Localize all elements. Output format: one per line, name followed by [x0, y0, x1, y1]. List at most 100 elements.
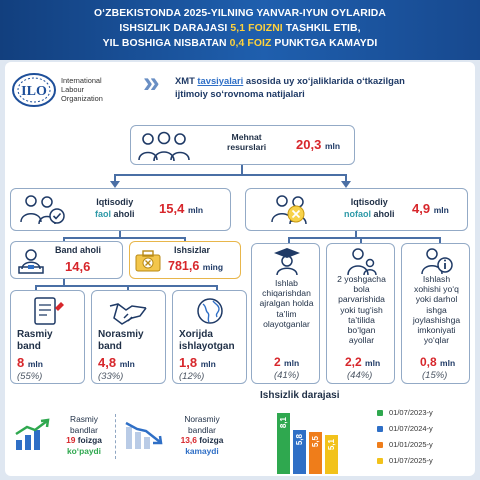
unemployed-value: 781,6 ming — [168, 259, 224, 273]
legend-swatch — [377, 458, 383, 464]
svg-text:ILO: ILO — [21, 84, 47, 99]
globe-icon — [193, 295, 227, 332]
informal-label: Norasmiy band — [98, 329, 144, 352]
intro-text: XMT tavsiyalari asosida uy xo‘jaliklarid… — [175, 75, 405, 99]
chart-bar: 8,1 — [277, 413, 290, 474]
person-info-icon — [420, 247, 454, 280]
unemployed-box: Ishsizlar 781,6 ming — [129, 241, 241, 279]
legend-label: 01/07/2025-y — [389, 456, 433, 465]
connector-line — [35, 285, 217, 287]
content-card: ILO International Labour Organization » XM… — [5, 62, 475, 476]
bar-value-label: 8,1 — [279, 417, 288, 429]
informal-employment-box: Norasmiy band 4,8 mln (33%) — [91, 290, 166, 384]
unemployment-chart: 8,1 5,8 5,5 5,1 — [277, 404, 357, 474]
formal-label: Rasmiy band — [17, 329, 53, 352]
connector-line — [288, 237, 440, 239]
people-cross-icon — [268, 192, 318, 233]
employed-label: Band aholi — [55, 245, 102, 255]
connector-line — [63, 279, 65, 285]
arrow-down-icon — [341, 181, 351, 188]
connector-line — [216, 285, 218, 290]
arrow-down-icon — [110, 181, 120, 188]
chart-legend: 01/07/2023-y 01/07/2024-y 01/01/2025-y 01/0… — [377, 402, 473, 472]
connector-line — [114, 174, 116, 182]
unwilling-value: 0,8 mln — [420, 355, 456, 369]
students-box: Ishlab chiqarishdan ajralgan holda ta’lim ol… — [251, 243, 320, 384]
formal-share: (55%) — [17, 371, 43, 382]
connector-line — [35, 285, 37, 290]
bar-value-label: 5,8 — [295, 434, 304, 446]
employed-value: 14,6 — [65, 259, 91, 274]
unwilling-box: Ishlash xohishi yo‘q yoki darhol ishga joyla… — [401, 243, 470, 384]
active-population-box: Iqtisodiy faol aholi 15,4 mln — [10, 188, 231, 231]
connector-line — [360, 237, 362, 243]
inactive-label: Iqtisodiy nofaol aholi — [344, 197, 395, 219]
employed-box: Band aholi 14,6 — [10, 241, 123, 279]
legend-swatch — [377, 442, 383, 448]
legend-item: 01/07/2025-y — [377, 456, 473, 466]
legend-swatch — [377, 410, 383, 416]
abroad-share: (12%) — [179, 371, 205, 382]
informal-value: 4,8 mln — [98, 355, 135, 370]
informal-change-text: Norasmiy bandlar 13,6 foizga kamaydi — [180, 414, 224, 456]
people-group-icon — [136, 130, 192, 167]
header-banner: O‘ZBEKISTONDA 2025-YILNING YANVAR-IYUN O… — [0, 0, 480, 60]
graduate-icon — [270, 247, 304, 280]
bar-value-label: 5,5 — [311, 436, 320, 448]
legend-label: 01/07/2024-y — [389, 424, 433, 433]
abroad-label: Xorijda ishlayotgan — [179, 329, 235, 352]
people-check-icon — [17, 192, 67, 233]
divider — [115, 414, 116, 459]
connector-line — [439, 237, 441, 243]
chart-title: Ishsizlik darajasi — [260, 390, 340, 401]
formal-change-text: Rasmiy bandlar 19 foizga ko‘paydi — [66, 414, 102, 456]
ilo-logo-icon: ILO — [11, 72, 57, 108]
header-line-1: O‘ZBEKISTONDA 2025-YILNING YANVAR-IYUN O… — [93, 8, 387, 19]
briefcase-cross-icon — [134, 248, 162, 279]
chart-bar: 5,5 — [309, 432, 322, 474]
document-pen-icon — [27, 296, 67, 333]
connector-line — [345, 174, 347, 182]
connector-line — [355, 231, 357, 237]
labor-resources-box: Mehnat resurslari 20,3 mln — [130, 125, 355, 165]
unemployed-label: Ishsizlar — [174, 245, 211, 255]
legend-item: 01/01/2025-y — [377, 440, 473, 450]
connector-line — [63, 237, 65, 241]
inactive-value: 4,9 mln — [412, 201, 449, 216]
connector-line — [119, 231, 121, 237]
legend-label: 01/07/2023-y — [389, 408, 433, 417]
active-value: 15,4 mln — [159, 201, 204, 216]
header-line-2: ISHSIZLIK DARAJASI 5,1 FOIZNI TASHKIL ET… — [119, 23, 361, 34]
formal-employment-box: Rasmiy band 8 mln (55%) — [10, 290, 85, 384]
active-label: Iqtisodiy faol aholi — [95, 197, 135, 219]
abroad-employment-box: Xorijda ishlayotgan 1,8 mln (12%) — [172, 290, 247, 384]
students-label: Ishlab chiqarishdan ajralgan holda ta’lim ol… — [259, 278, 314, 329]
connector-line — [63, 237, 185, 239]
worker-desk-icon — [17, 247, 45, 280]
decline-chart-icon — [123, 417, 167, 458]
ilo-name: International Labour Organization — [61, 76, 103, 103]
labor-label: Mehnat resurslari — [227, 132, 267, 152]
legend-swatch — [377, 426, 383, 432]
chevron-right-icon: » — [143, 66, 160, 99]
connector-line — [114, 174, 346, 176]
formal-value: 8 mln — [17, 355, 43, 370]
growth-chart-icon — [13, 418, 53, 457]
connector-line — [184, 237, 186, 241]
informal-share: (33%) — [98, 371, 124, 382]
inactive-population-box: Iqtisodiy nofaol aholi 4,9 mln — [245, 188, 468, 231]
legend-item: 01/07/2023-y — [377, 408, 473, 418]
handshake-icon — [108, 296, 148, 333]
chart-bar: 5,1 — [325, 435, 338, 474]
unwilling-share: (15%) — [422, 370, 448, 381]
unwilling-label: Ishlash xohishi yo‘q yoki darhol ishga joyla… — [412, 274, 461, 346]
connector-line — [288, 237, 290, 243]
bar-value-label: 5,1 — [327, 439, 336, 451]
connector-line — [127, 285, 129, 290]
header-line-3: YIL BOSHIGA NISBATAN 0,4 FOIZ PUNKTGA KA… — [102, 38, 378, 49]
legend-label: 01/01/2025-y — [389, 440, 433, 449]
childcare-box: 2 yoshgacha bola parvarishida yoki tug‘ish t… — [326, 243, 395, 384]
abroad-value: 1,8 mln — [179, 355, 216, 370]
childcare-share: (44%) — [347, 370, 373, 381]
legend-item: 01/07/2024-y — [377, 424, 473, 434]
